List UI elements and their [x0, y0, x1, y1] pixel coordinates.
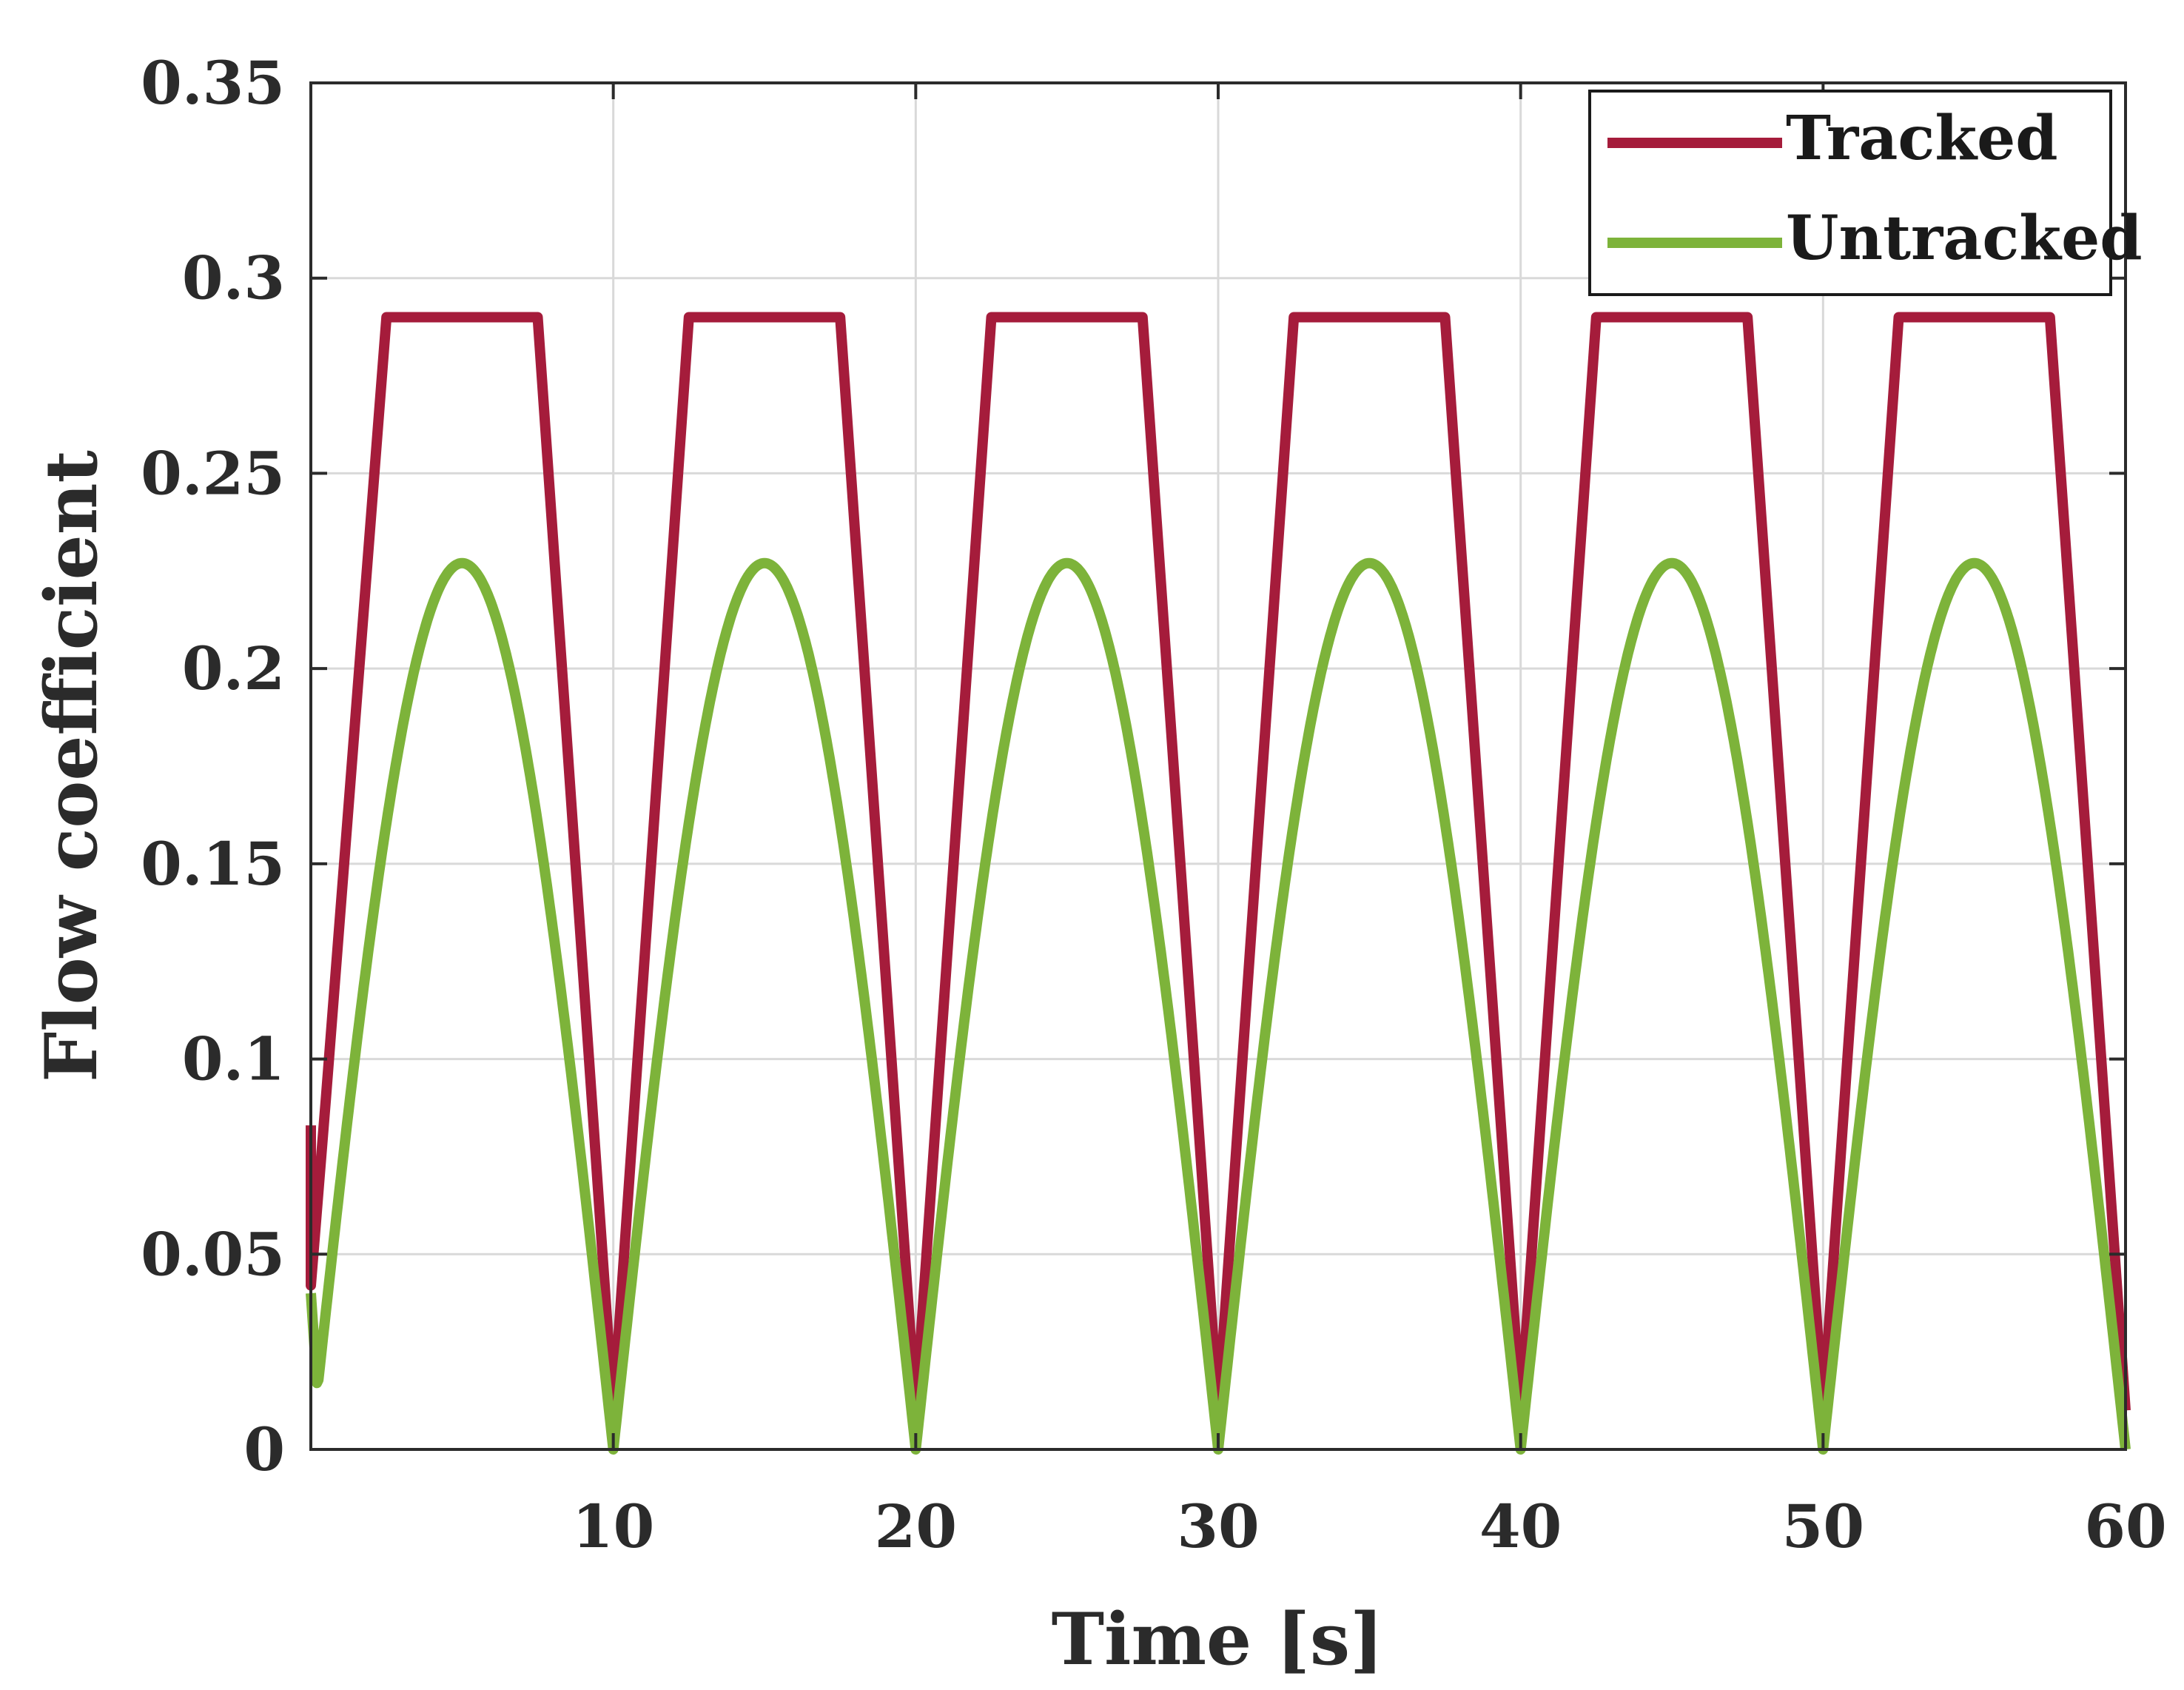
- legend-label-untracked: Untracked: [1786, 203, 2143, 274]
- x-tick-label: 10: [572, 1492, 654, 1561]
- legend: Tracked Untracked: [1588, 90, 2143, 296]
- x-tick-label: 20: [875, 1492, 957, 1561]
- y-tick-label: 0.15: [141, 829, 285, 899]
- x-tick-label: 50: [1782, 1492, 1864, 1561]
- y-tick-label: 0.05: [141, 1219, 285, 1289]
- x-tick-label: 40: [1479, 1492, 1562, 1561]
- legend-label-tracked: Tracked: [1786, 103, 2058, 174]
- x-tick-label: 60: [2084, 1492, 2166, 1561]
- y-tick-label: 0.25: [141, 438, 285, 508]
- axis-ticks: [311, 81, 2127, 1451]
- y-tick-label: 0: [243, 1415, 285, 1484]
- legend-box: [1588, 90, 2112, 296]
- y-tick-label: 0.35: [141, 48, 285, 118]
- y-tick-label: 0.2: [182, 634, 285, 703]
- tick-labels: 10 20 30 40 50 60 0 0.05 0.1 0.15 0.2 0.25 0.3 0.35: [141, 48, 2167, 1561]
- x-tick-label: 30: [1177, 1492, 1259, 1561]
- series-line-tracked: [306, 312, 2131, 1416]
- x-axis-title: Time [s]: [1052, 1597, 1384, 1681]
- y-axis-title: Flow coefficient: [30, 450, 113, 1082]
- y-tick-label: 0.3: [182, 244, 285, 313]
- y-tick-label: 0.1: [182, 1025, 285, 1094]
